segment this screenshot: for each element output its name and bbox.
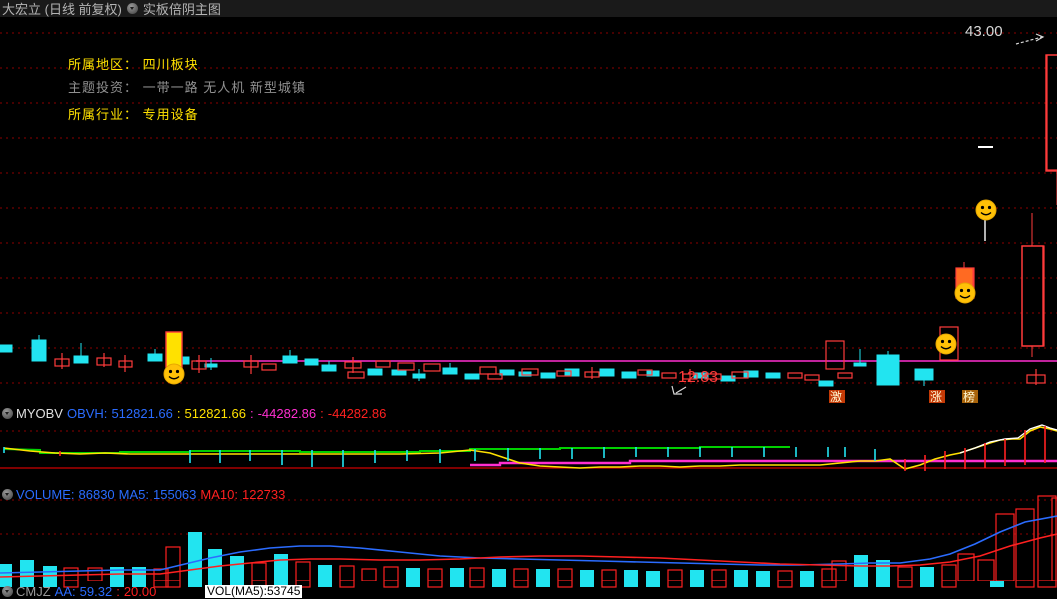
price-gridlines [0,32,1057,384]
cmjz-name: CMJZ [16,583,51,599]
myobv-canvas[interactable] [0,403,1057,484]
volume-ma5-value: 155063 [153,486,197,502]
price-annotation-arrows [671,33,1045,395]
chevron-down-circle-icon[interactable] [126,3,138,14]
obv-white-line [959,424,1057,454]
volume-ma10-label: MA10: [200,486,238,502]
theme-info-row: 主题投资： 一带一路 无人机 新型城镇 [68,77,306,96]
volume-ma10-value: 122733 [241,486,286,502]
cmjz-sep: : [116,583,120,599]
smiley-face-icon[interactable] [935,333,957,355]
volume-indicator-pane[interactable] [0,484,1057,581]
myobv-value-1: 512821.66 [111,405,173,421]
theme-label: 主题投资： [68,80,139,95]
obv-magenta-band [470,459,1057,467]
volume-name: VOLUME: [16,486,75,502]
region-value: 四川板块 [142,57,199,72]
region-label: 所属地区： [68,57,139,72]
myobv-value-4: -44282.86 [327,405,387,421]
chart-indicator-title: 实板倍阴主图 [142,2,221,17]
volume-header[interactable]: VOLUME: 86830 MA5: 155063 MA10: 122733 [0,486,289,502]
myobv-sep-2: : [249,405,254,421]
region-info-row: 所属地区： 四川板块 [68,54,199,73]
window-title-bar: 大宏立 (日线 前复权) 实板倍阴主图 [0,0,1057,17]
myobv-value-2: 512821.66 [184,405,246,421]
chart-symbol-title: 大宏立 (日线 前复权) [2,2,122,17]
volume-value: 86830 [78,486,115,502]
chevron-down-circle-icon[interactable] [2,585,13,597]
tag-badge-ji[interactable]: 激 [829,390,845,405]
myobv-indicator-pane[interactable] [0,403,1057,484]
industry-value: 专用设备 [142,107,199,122]
myobv-value-3: -44282.86 [257,405,317,421]
smiley-face-icon[interactable] [954,282,976,304]
myobv-field-label: OBVH: [66,405,108,421]
myobv-sep-3: : [320,405,324,421]
price-high-label: 43.00 [965,23,1003,40]
industry-label: 所属行业： [68,107,139,122]
tag-badge-zhang[interactable]: 涨 [929,390,945,405]
volume-ma10-line [0,533,1057,578]
obv-green-line [3,446,790,454]
cmjz-bars-red [63,581,1057,588]
smiley-face-icon[interactable] [975,199,997,221]
myobv-header[interactable]: MYOBV OBVH: 512821.66 : 512821.66 : -442… [0,405,390,421]
smiley-face-icon[interactable] [163,363,185,385]
chevron-down-circle-icon[interactable] [2,407,13,419]
limit-up-candles [955,54,1057,357]
volume-canvas[interactable] [0,484,1057,581]
volume-ma5-label: MA5: [118,486,150,502]
main-price-pane[interactable]: 所属地区： 四川板块 主题投资： 一带一路 无人机 新型城镇 所属行业： 专用设… [0,17,1057,403]
price-cursor-label: 12.83 [678,369,719,386]
smiley-marker-group[interactable] [163,199,997,385]
tag-badge-bang[interactable]: 榜 [962,390,978,405]
cmjz-header[interactable]: CMJZ AA: 59.32 : 20.00 [0,583,160,599]
cmjz-value-2: 20.00 [123,583,157,599]
myobv-sep-1: : [176,405,181,421]
main-price-canvas[interactable] [0,17,1057,403]
cmjz-bars-cyan [0,581,1004,587]
cmjz-canvas[interactable] [0,581,1057,597]
volume-ma5-line [0,515,1057,574]
cmjz-value-1: 59.32 [79,583,113,599]
chevron-down-circle-icon[interactable] [2,488,13,500]
volume-tooltip: VOL(MA5):53745 [205,584,303,598]
candle-series[interactable] [0,54,1057,387]
industry-info-row: 所属行业： 专用设备 [68,104,199,123]
obv-red-bars [59,426,1046,471]
myobv-name: MYOBV [16,405,63,421]
volume-gridlines [0,499,1057,535]
obv-cyan-bars [3,447,876,467]
theme-value: 一带一路 无人机 新型城镇 [142,80,306,95]
cmjz-field-label: AA: [54,583,76,599]
